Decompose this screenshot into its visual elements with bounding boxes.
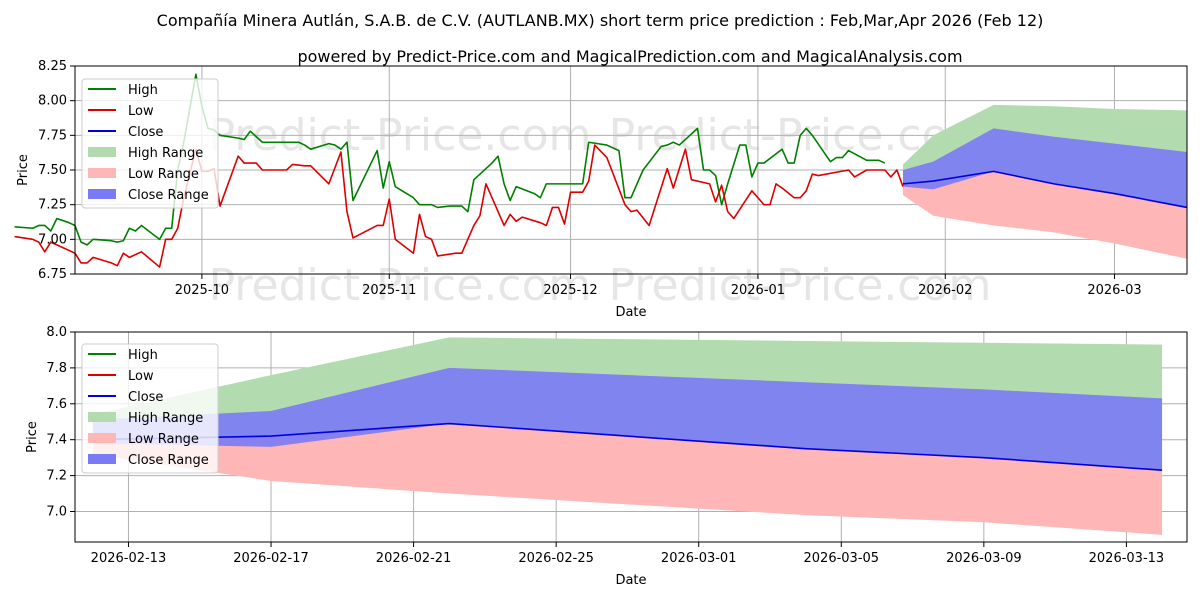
axes-frame [74,331,1188,543]
chart-subtitle: powered by Predict-Price.com and Magical… [297,47,962,66]
close-series-line [92,422,1163,472]
close-range-band [902,128,1187,208]
y-tick-label: 8.00 [38,94,67,109]
y-tick-label: 8.25 [38,59,67,74]
x-axis-label: Date [615,305,646,320]
legend-label: High Range [128,146,203,161]
y-tick-label: 6.75 [38,267,67,282]
legend-label: Low [128,369,154,384]
legend: High Low Close High Range Low Range Close Ran… [81,343,219,474]
legend-label: High [128,83,158,98]
legend-swatch-high-range [88,412,116,422]
legend-label: Close Range [128,188,209,203]
watermark-text: Predict-Price.com [209,260,592,311]
x-tick-label: 2025-12 [543,283,597,298]
high-series-line [14,73,886,246]
y-tick-label: 8.0 [46,325,67,340]
y-tick-label: 7.0 [46,504,67,519]
x-tick-label: 2026-02-21 [376,551,452,566]
y-tick-label: 7.2 [46,469,67,484]
bottom-panel-forecast: Predict-Price.comPredict-Price.com2026-0… [25,325,1188,588]
y-tick-label: 7.4 [46,433,67,448]
legend-label: Low [128,104,154,119]
legend-label: Low Range [128,432,199,447]
low-range-band [92,423,1163,535]
top-panel-history: Predict-Price.com Predict-Price.comPredic… [14,59,1188,320]
x-tick-label: 2026-02-25 [518,551,594,566]
legend-label: High Range [128,411,203,426]
legend-label: Low Range [128,167,199,182]
x-tick-label: 2026-03-01 [661,551,737,566]
y-tick-label: 7.25 [38,198,67,213]
close-range-band [92,367,1163,471]
chart-title: Compañía Minera Autlán, S.A.B. de C.V. (… [157,11,1044,30]
x-tick-label: 2026-01 [731,283,785,298]
legend-swatch-low-range [88,168,116,178]
y-axis-label: Price [25,421,40,453]
y-tick-label: 7.6 [46,397,67,412]
low-series-line [14,144,904,268]
x-tick-label: 2026-03-13 [1089,551,1165,566]
low-range-band [902,171,1187,259]
close-series-line [902,170,1188,209]
legend-label: Close [128,390,163,405]
x-tick-label: 2026-03 [1087,283,1141,298]
y-tick-label: 7.00 [38,232,67,247]
legend-label: High [128,348,158,363]
x-tick-label: 2026-03-05 [804,551,880,566]
x-axis-label: Date [615,573,646,588]
watermark-text: Predict-Price.com [609,260,992,311]
legend-swatch-high-range [88,147,116,157]
y-axis-label: Price [16,154,31,186]
y-tick-label: 7.75 [38,128,67,143]
x-tick-label: 2025-11 [362,283,416,298]
x-tick-label: 2026-02-17 [233,551,309,566]
legend-swatch-low-range [88,433,116,443]
x-tick-label: 2026-02-13 [91,551,167,566]
legend-label: Close Range [128,453,209,468]
legend-swatch-close-range [88,454,116,464]
y-tick-label: 7.50 [38,163,67,178]
legend-swatch-close-range [88,189,116,199]
legend-label: Close [128,125,163,140]
x-tick-label: 2025-10 [175,283,229,298]
x-tick-label: 2026-02 [918,283,972,298]
legend: High Low Close High Range Low Range Close Ran… [81,78,219,209]
x-tick-label: 2026-03-09 [946,551,1022,566]
y-tick-label: 7.8 [46,361,67,376]
